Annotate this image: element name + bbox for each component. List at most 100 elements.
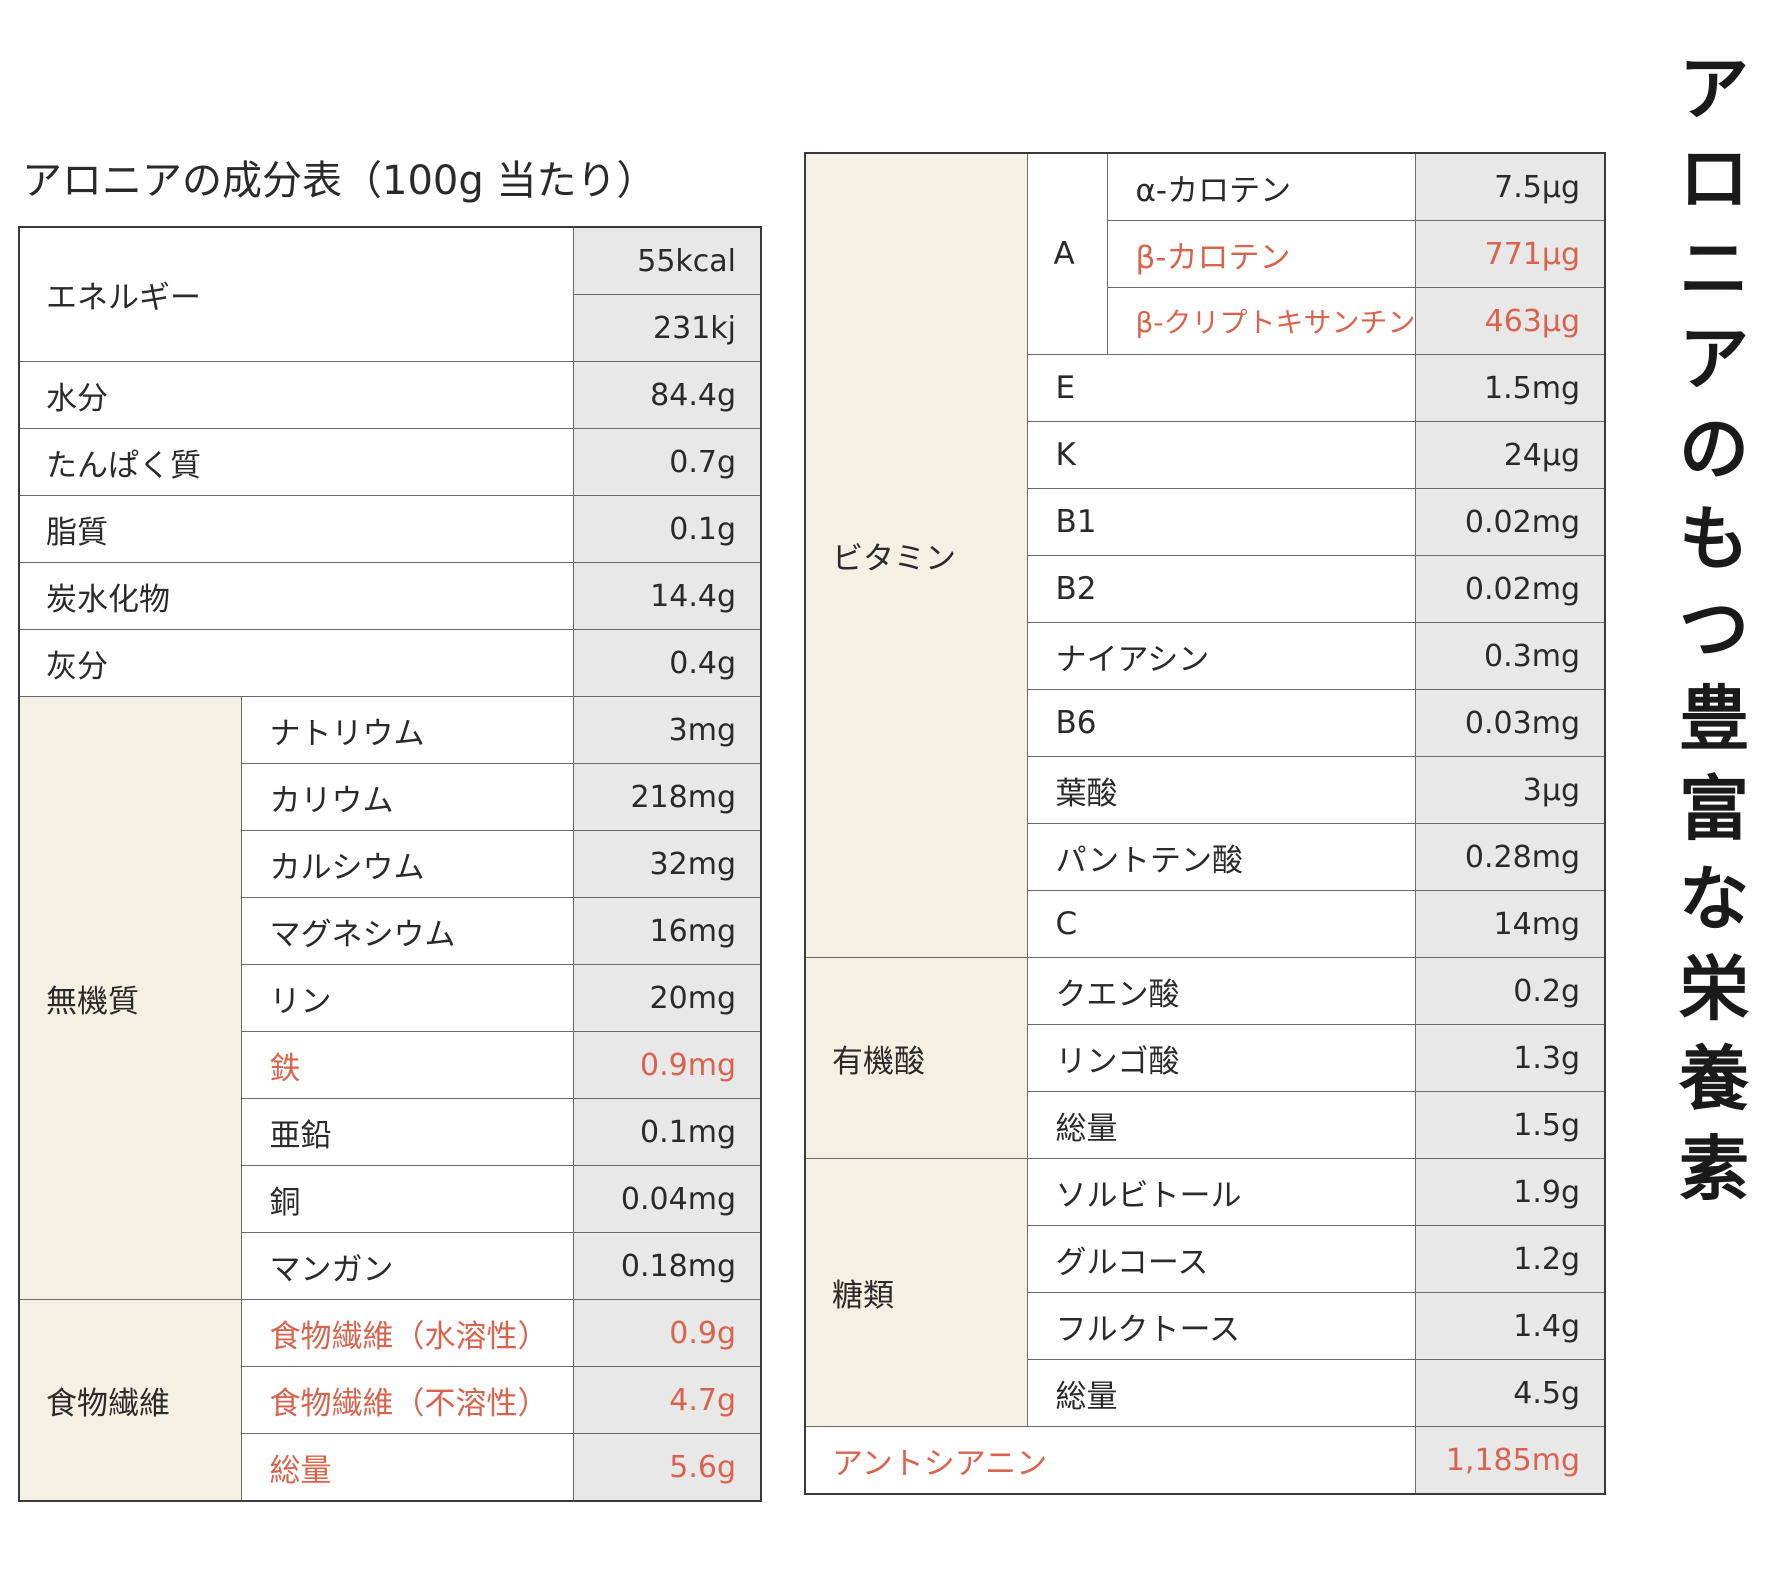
table-row: エネルギー 55kcal <box>18 226 762 362</box>
table-row: 脂質 0.1g <box>18 495 762 563</box>
side-heading-char: つ <box>1679 588 1749 670</box>
vitamin-a-item-value: 771μg <box>1414 220 1606 288</box>
table-row: ビタミン A α-カロテン 7.5μg <box>804 152 1606 958</box>
side-heading-vertical: ア ロ ニ ア の も つ 豊 富 な 栄 養 素 <box>1666 44 1762 1214</box>
side-heading-char: な <box>1679 858 1749 940</box>
row-value: 0.1g <box>572 495 762 563</box>
table-row: カルシウム 32mg <box>19 830 762 898</box>
table-row: C 14mg <box>805 890 1606 958</box>
table-row: 231kj <box>19 294 762 362</box>
side-heading-char: 素 <box>1679 1128 1749 1210</box>
nutrition-table-right: ビタミン A α-カロテン 7.5μg β-カロテン 771μg β-クリプトキ… <box>804 152 1606 1495</box>
vitamins-category: ビタミン <box>804 152 1028 958</box>
vitamin-value: 0.02mg <box>1414 555 1606 623</box>
side-heading-char: ア <box>1679 48 1749 130</box>
table-row: β-クリプトキサンチン 463μg <box>805 287 1606 355</box>
table-row: カリウム 218mg <box>19 763 762 831</box>
table-row: 亜鉛 0.1mg <box>19 1098 762 1166</box>
table-row: B1 0.02mg <box>805 488 1606 556</box>
sugars-category: 糖類 <box>804 1158 1028 1427</box>
mineral-label: 銅 <box>240 1165 574 1233</box>
mineral-label: マンガン <box>240 1232 574 1300</box>
row-label: 灰分 <box>18 629 574 697</box>
nutrition-table-left: エネルギー 55kcal 231kj 水分 84.4g たんぱく質 0.7g 脂… <box>18 226 762 1502</box>
fiber-value: 5.6g <box>572 1433 762 1502</box>
mineral-label: カリウム <box>240 763 574 831</box>
vitamin-label: ナイアシン <box>1026 622 1416 690</box>
mineral-label: ナトリウム <box>240 696 574 764</box>
vitamin-value: 0.03mg <box>1414 689 1606 757</box>
fiber-label: 食物繊維（水溶性） <box>240 1299 574 1367</box>
organic-acid-label: 総量 <box>1026 1091 1416 1159</box>
table-row: マグネシウム 16mg <box>19 897 762 965</box>
vitamin-a-item-value: 7.5μg <box>1414 152 1606 221</box>
table-row: 総量 5.6g <box>19 1433 762 1502</box>
table-row: β-カロテン 771μg <box>805 220 1606 288</box>
side-heading-char: 栄 <box>1679 948 1749 1030</box>
table-row: アントシアニン 1,185mg <box>804 1426 1606 1495</box>
minerals-category: 無機質 <box>18 696 242 1300</box>
vitamin-label: パントテン酸 <box>1026 823 1416 891</box>
table-row: 食物繊維 食物繊維（水溶性） 0.9g <box>18 1299 762 1502</box>
vitamin-value: 3μg <box>1414 756 1606 824</box>
organic-acid-label: クエン酸 <box>1026 957 1416 1025</box>
sugar-value: 1.2g <box>1414 1225 1606 1293</box>
table-row: B6 0.03mg <box>805 689 1606 757</box>
mineral-value: 0.18mg <box>572 1232 762 1300</box>
fiber-label: 食物繊維（不溶性） <box>240 1366 574 1434</box>
mineral-label: リン <box>240 964 574 1032</box>
sugar-value: 1.9g <box>1414 1158 1606 1226</box>
organic-acids-category: 有機酸 <box>804 957 1028 1159</box>
energy-kj: 231kj <box>572 294 762 362</box>
vitamin-value: 0.28mg <box>1414 823 1606 891</box>
table-row: たんぱく質 0.7g <box>18 428 762 496</box>
mineral-value: 3mg <box>572 696 762 764</box>
table-row: 無機質 ナトリウム 3mg <box>18 696 762 1300</box>
side-heading-char: の <box>1679 408 1749 490</box>
side-heading-char: 富 <box>1679 768 1749 850</box>
fiber-value: 4.7g <box>572 1366 762 1434</box>
mineral-value: 16mg <box>572 897 762 965</box>
vitamin-label: K <box>1026 421 1416 489</box>
table-row: マンガン 0.18mg <box>19 1232 762 1300</box>
vitamin-value: 1.5mg <box>1414 354 1606 422</box>
mineral-value: 32mg <box>572 830 762 898</box>
mineral-label: 亜鉛 <box>240 1098 574 1166</box>
vitamin-value: 24μg <box>1414 421 1606 489</box>
mineral-value-highlight: 0.9mg <box>572 1031 762 1099</box>
sugar-value: 4.5g <box>1414 1359 1606 1427</box>
anthocyanin-value: 1,185mg <box>1414 1426 1606 1495</box>
organic-acid-value: 1.5g <box>1414 1091 1606 1159</box>
fiber-category: 食物繊維 <box>18 1299 242 1502</box>
side-heading-char: ニ <box>1679 228 1749 310</box>
mineral-value: 0.1mg <box>572 1098 762 1166</box>
organic-acid-value: 1.3g <box>1414 1024 1606 1092</box>
page-title: アロニアの成分表（100g 当たり） <box>22 158 657 204</box>
table-row: 糖類 ソルビトール 1.9g <box>804 1158 1606 1427</box>
table-row: リンゴ酸 1.3g <box>805 1024 1606 1092</box>
organic-acid-label: リンゴ酸 <box>1026 1024 1416 1092</box>
side-heading-char: ロ <box>1679 138 1749 220</box>
vitamin-label: 葉酸 <box>1026 756 1416 824</box>
vitamin-a-item-label: α-カロテン <box>1106 152 1416 221</box>
table-row: 有機酸 クエン酸 0.2g <box>804 957 1606 1159</box>
mineral-value: 218mg <box>572 763 762 831</box>
vitamin-value: 0.3mg <box>1414 622 1606 690</box>
table-row: 灰分 0.4g <box>18 629 762 697</box>
vitamin-a-item-value: 463μg <box>1414 287 1606 355</box>
vitamin-label: C <box>1026 890 1416 958</box>
row-label: たんぱく質 <box>18 428 574 496</box>
sugar-label: ソルビトール <box>1026 1158 1416 1226</box>
row-value: 84.4g <box>572 361 762 429</box>
energy-kcal: 55kcal <box>572 226 762 295</box>
table-row: 総量 4.5g <box>805 1359 1606 1427</box>
table-row: グルコース 1.2g <box>805 1225 1606 1293</box>
sugar-label: 総量 <box>1026 1359 1416 1427</box>
vitamin-a-item-label: β-クリプトキサンチン <box>1106 287 1416 355</box>
table-row: パントテン酸 0.28mg <box>805 823 1606 891</box>
mineral-value: 20mg <box>572 964 762 1032</box>
table-row: 炭水化物 14.4g <box>18 562 762 630</box>
anthocyanin-label: アントシアニン <box>804 1426 1416 1495</box>
row-value: 14.4g <box>572 562 762 630</box>
sugar-label: フルクトース <box>1026 1292 1416 1360</box>
